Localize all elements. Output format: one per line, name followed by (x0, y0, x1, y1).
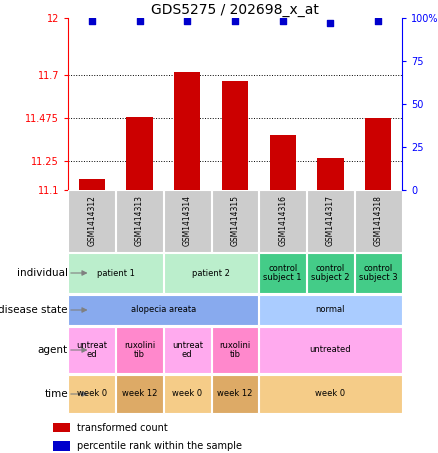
Text: percentile rank within the sample: percentile rank within the sample (77, 441, 242, 451)
Bar (53, 441, 70, 451)
Bar (259, 190, 306, 252)
Point (184, 18, 191, 25)
Bar (68, 294, 258, 325)
Bar (164, 253, 258, 293)
Text: GSM1414313: GSM1414313 (135, 196, 144, 246)
Bar (68, 327, 115, 373)
Point (88, 18, 95, 25)
Text: normal: normal (316, 305, 345, 314)
Point (136, 18, 143, 25)
Text: untreat
ed: untreat ed (76, 341, 107, 359)
Text: control
subject 3: control subject 3 (359, 264, 397, 282)
Bar (259, 253, 306, 293)
Text: patient 2: patient 2 (192, 269, 230, 278)
Text: control
subject 1: control subject 1 (264, 264, 302, 282)
Text: ruxolini
tib: ruxolini tib (124, 341, 155, 359)
Bar (68, 253, 163, 293)
Bar (53, 423, 70, 433)
Bar (174, 72, 201, 190)
Text: week 0: week 0 (172, 390, 202, 399)
Text: GSM1414316: GSM1414316 (278, 196, 287, 246)
Text: GSM1414318: GSM1414318 (374, 196, 383, 246)
Bar (164, 190, 211, 252)
Text: agent: agent (38, 345, 68, 355)
Bar (164, 327, 211, 373)
Bar (307, 190, 354, 252)
Text: alopecia areata: alopecia areata (131, 305, 196, 314)
Bar (116, 375, 163, 413)
Point (279, 18, 286, 25)
Bar (68, 375, 115, 413)
Point (374, 18, 381, 25)
Bar (259, 375, 402, 413)
Bar (222, 81, 248, 190)
Text: week 12: week 12 (217, 390, 253, 399)
Bar (212, 190, 258, 252)
Text: week 0: week 0 (315, 390, 346, 399)
Text: GSM1414315: GSM1414315 (230, 196, 240, 246)
Text: GSM1414317: GSM1414317 (326, 196, 335, 246)
Bar (68, 190, 115, 252)
Point (327, 19, 334, 27)
Bar (317, 158, 343, 190)
Text: control
subject 2: control subject 2 (311, 264, 350, 282)
Bar (116, 190, 163, 252)
Text: untreated: untreated (310, 346, 351, 355)
Bar (164, 375, 211, 413)
Text: transformed count: transformed count (77, 423, 167, 433)
Text: individual: individual (17, 268, 68, 278)
Bar (79, 178, 105, 190)
Bar (127, 117, 153, 190)
Text: untreat
ed: untreat ed (172, 341, 203, 359)
Text: week 12: week 12 (122, 390, 157, 399)
Bar (259, 327, 402, 373)
Bar (365, 118, 391, 190)
Bar (212, 327, 258, 373)
Bar (116, 327, 163, 373)
Text: week 0: week 0 (77, 390, 107, 399)
Bar (307, 253, 354, 293)
Title: GDS5275 / 202698_x_at: GDS5275 / 202698_x_at (151, 3, 319, 17)
Text: patient 1: patient 1 (97, 269, 134, 278)
Text: GSM1414314: GSM1414314 (183, 196, 192, 246)
Text: time: time (44, 389, 68, 399)
Text: disease state: disease state (0, 305, 68, 315)
Text: ruxolini
tib: ruxolini tib (219, 341, 251, 359)
Bar (355, 253, 402, 293)
Bar (212, 375, 258, 413)
Bar (270, 135, 296, 190)
Point (232, 18, 239, 25)
Bar (355, 190, 402, 252)
Bar (259, 294, 402, 325)
Text: GSM1414312: GSM1414312 (87, 196, 96, 246)
